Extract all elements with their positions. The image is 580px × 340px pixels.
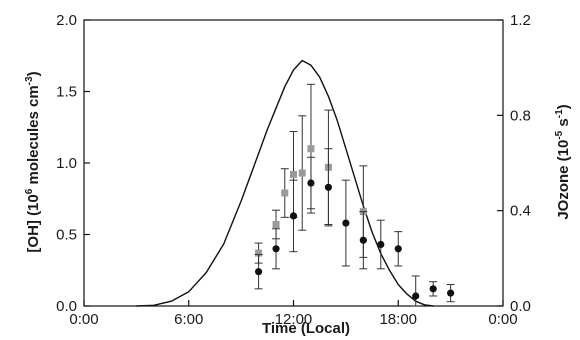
y-axis-title-right: JOzone (10-5 s-1) bbox=[554, 104, 572, 219]
oh-square-point-5 bbox=[307, 145, 315, 153]
x-tick-label-0: 0:00 bbox=[69, 311, 98, 328]
jozone-line bbox=[136, 59, 434, 307]
y-left-tick-label-4: 2.0 bbox=[56, 12, 77, 29]
x-axis-title: Time (Local) bbox=[262, 320, 350, 337]
oh-square-point-4 bbox=[298, 169, 306, 177]
oh-circle-point-6 bbox=[359, 236, 367, 244]
oh-circle-point-9 bbox=[412, 292, 420, 300]
y-left-tick-label-3: 1.5 bbox=[56, 84, 77, 101]
y-right-tick-label-3: 1.2 bbox=[510, 12, 531, 29]
y-right-tick-label-1: 0.4 bbox=[510, 203, 531, 220]
x-tick-label-4: 0:00 bbox=[488, 311, 517, 328]
oh-circle-point-7 bbox=[377, 240, 385, 249]
y-right-tick-label-2: 0.8 bbox=[510, 107, 531, 124]
oh-circle-point-8 bbox=[394, 245, 402, 253]
y-left-tick-label-0: 0.0 bbox=[56, 298, 77, 315]
series-layer bbox=[136, 59, 455, 307]
oh-circle-point-5 bbox=[342, 219, 350, 227]
ticks: 0:00 6:00 12:00 18:00 0:000.00.51.01.52.00.0… bbox=[56, 12, 531, 328]
series-2 bbox=[254, 148, 455, 307]
oh-circle-point-3 bbox=[307, 179, 315, 187]
oh-circle-point-4 bbox=[324, 183, 333, 191]
oh-circle-point-1 bbox=[272, 245, 280, 253]
oh-square-point-1 bbox=[272, 220, 280, 228]
oh-circle-point-0 bbox=[254, 268, 263, 276]
x-tick-label-2: 12:00 bbox=[275, 311, 313, 328]
x-tick-label-1: 6:00 bbox=[174, 311, 203, 328]
y-right-tick-label-0: 0.0 bbox=[510, 298, 531, 315]
y-left-tick-label-1: 0.5 bbox=[56, 227, 77, 244]
y-left-tick-label-2: 1.0 bbox=[56, 155, 77, 172]
x-tick-label-3: 18:00 bbox=[379, 311, 417, 328]
oh-circle-point-10 bbox=[429, 285, 437, 293]
oh-square-point-2 bbox=[281, 189, 289, 197]
oh-circle-point-2 bbox=[289, 212, 298, 220]
y-axis-title-left: [OH] (106 molecules cm-3) bbox=[24, 71, 42, 252]
series-0 bbox=[136, 59, 434, 307]
oh-square-point-3 bbox=[290, 170, 297, 178]
oh-square-point-0 bbox=[255, 249, 263, 257]
oh-circle-point-11 bbox=[447, 289, 455, 297]
